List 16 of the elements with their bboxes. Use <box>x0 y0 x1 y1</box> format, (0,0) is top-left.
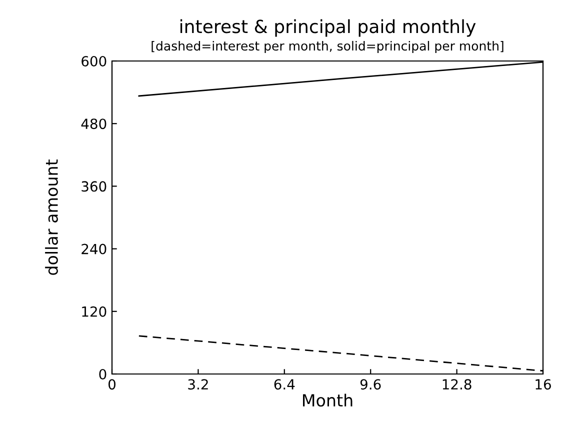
y-tick-label: 120 <box>82 306 106 317</box>
y-tick-label: 600 <box>82 56 106 66</box>
x-tick-label: 9.6 <box>360 379 381 390</box>
x-tick-label: 16 <box>536 379 551 390</box>
y-tick-label: 360 <box>82 181 106 192</box>
x-tick-label: 12.8 <box>442 379 472 390</box>
y-axis-title: dollar amount <box>45 160 58 275</box>
x-tick-label: 0 <box>108 379 116 390</box>
y-tick-label: 0 <box>99 368 106 380</box>
y-tick-label: 240 <box>82 244 106 254</box>
chart-subtitle: [dashed=interest per month, solid=principal per month] <box>152 40 504 54</box>
chart-title: interest & principal paid monthly <box>180 19 476 37</box>
x-tick-label: 3.2 <box>188 379 208 390</box>
x-axis-title: Month <box>303 394 352 407</box>
x-tick-label: 6.4 <box>274 379 295 390</box>
y-tick-label: 480 <box>81 118 106 130</box>
